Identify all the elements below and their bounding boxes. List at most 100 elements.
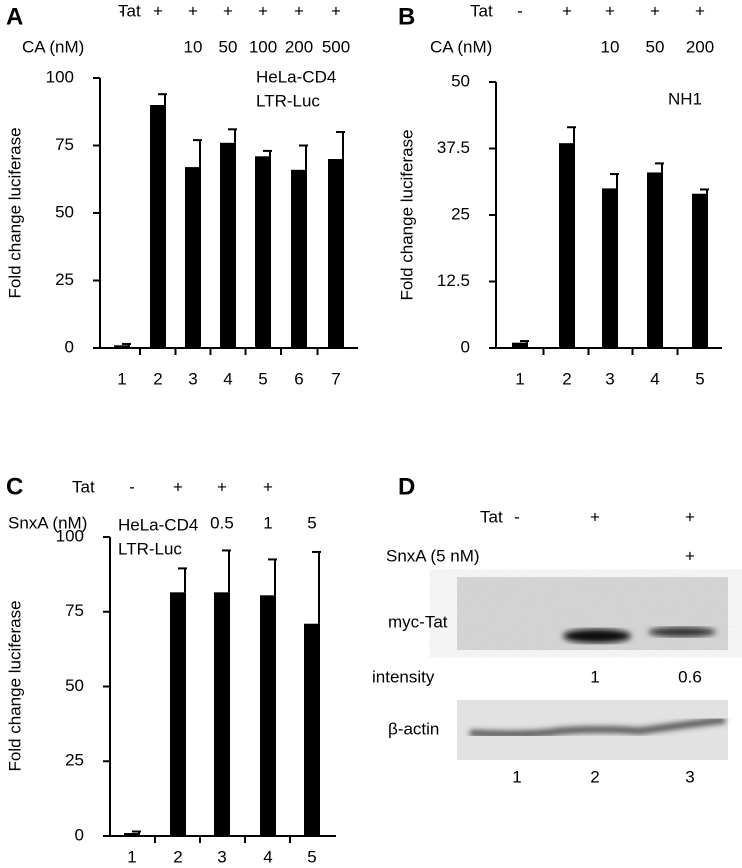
- x-tick-label: 7: [331, 369, 340, 388]
- bar: [647, 172, 663, 348]
- x-tick-label: 5: [258, 369, 267, 388]
- row-value: +: [188, 1, 198, 20]
- bar: [170, 592, 186, 836]
- bar: [328, 159, 344, 348]
- row-value: 100: [249, 37, 277, 56]
- panel-letter: A: [6, 3, 23, 30]
- y-tick-label: 0: [75, 825, 84, 844]
- bar: [220, 142, 236, 348]
- row-label: Tat: [118, 1, 141, 20]
- x-tick-label: 4: [650, 369, 659, 388]
- y-axis-label: Fold change luciferase: [5, 127, 24, 298]
- intensity-label: intensity: [372, 667, 435, 686]
- x-tick-label: 5: [695, 369, 704, 388]
- annotation: LTR-Luc: [118, 539, 182, 558]
- blot-band: [563, 629, 631, 643]
- x-tick-label: 2: [173, 847, 182, 866]
- annotation: HeLa-CD4: [118, 515, 198, 534]
- y-tick-label: 25: [65, 751, 84, 770]
- annotation: HeLa-CD4: [256, 67, 336, 86]
- bar: [559, 143, 575, 348]
- row-label: Tat: [480, 507, 503, 526]
- y-tick-label: 100: [46, 67, 74, 86]
- lane-label: 1: [512, 767, 521, 786]
- x-tick-label: 2: [562, 369, 571, 388]
- x-tick-label: 1: [127, 847, 136, 866]
- intensity-value: 0.6: [678, 667, 702, 686]
- row-label: Tat: [72, 477, 95, 496]
- row-value: 0.5: [210, 513, 234, 532]
- row-value: 200: [686, 37, 714, 56]
- bar: [291, 169, 307, 348]
- y-axis-label: Fold change luciferase: [5, 600, 24, 771]
- x-tick-label: 3: [188, 369, 197, 388]
- x-tick-label: 3: [217, 847, 226, 866]
- x-tick-label: 2: [153, 369, 162, 388]
- row-value: 200: [285, 37, 313, 56]
- row-value: +: [590, 507, 600, 526]
- annotation: NH1: [668, 89, 702, 108]
- y-tick-label: 50: [65, 676, 84, 695]
- bar: [124, 833, 140, 836]
- row-value: +: [685, 507, 695, 526]
- row-value: 50: [646, 37, 665, 56]
- y-tick-label: 12.5: [437, 271, 470, 290]
- y-tick-label: 75: [55, 135, 74, 154]
- panel-letter: B: [398, 3, 415, 30]
- row-value: +: [695, 1, 705, 20]
- row-value: -: [119, 1, 125, 20]
- row-value: +: [173, 477, 183, 496]
- bar: [512, 342, 528, 348]
- y-tick-label: 37.5: [437, 138, 470, 157]
- blot-band: [469, 717, 726, 738]
- row-value: +: [331, 1, 341, 20]
- loading-label: β-actin: [388, 719, 439, 738]
- bar: [214, 592, 230, 836]
- bar: [260, 595, 276, 836]
- bar: [114, 345, 130, 348]
- y-tick-label: 50: [451, 71, 470, 90]
- bar: [692, 193, 708, 348]
- blot-band: [648, 627, 716, 637]
- y-axis-label: Fold change luciferase: [397, 129, 416, 300]
- x-tick-label: 1: [515, 369, 524, 388]
- bar: [304, 623, 320, 836]
- y-tick-label: 100: [56, 526, 84, 545]
- row-label: SnxA (5 nM): [386, 546, 480, 565]
- y-tick-label: 25: [451, 204, 470, 223]
- row-value: +: [294, 1, 304, 20]
- row-value: +: [263, 477, 273, 496]
- bar: [185, 167, 201, 348]
- row-label: CA (nM): [430, 37, 492, 56]
- bar: [255, 156, 271, 348]
- row-value: -: [129, 477, 135, 496]
- panel-letter: D: [398, 473, 415, 500]
- bar: [150, 105, 166, 348]
- y-tick-label: 0: [461, 337, 470, 356]
- y-tick-label: 75: [65, 601, 84, 620]
- annotation: LTR-Luc: [256, 91, 320, 110]
- intensity-value: 1: [590, 667, 599, 686]
- y-tick-label: 0: [65, 337, 74, 356]
- y-tick-label: 25: [55, 270, 74, 289]
- band-label: myc-Tat: [388, 612, 448, 631]
- row-value: +: [650, 1, 660, 20]
- row-value: 10: [184, 37, 203, 56]
- row-value: -: [514, 507, 520, 526]
- lane-label: 2: [590, 767, 599, 786]
- row-value: 1: [263, 513, 272, 532]
- row-label: SnxA (nM): [8, 513, 87, 532]
- x-tick-label: 1: [117, 369, 126, 388]
- row-label: Tat: [470, 1, 493, 20]
- x-tick-label: 3: [605, 369, 614, 388]
- row-value: +: [605, 1, 615, 20]
- row-value: -: [517, 1, 523, 20]
- row-value: +: [562, 1, 572, 20]
- lane-label: 3: [685, 767, 694, 786]
- row-value: +: [153, 1, 163, 20]
- x-tick-label: 4: [263, 847, 272, 866]
- row-value: +: [223, 1, 233, 20]
- row-value: +: [685, 546, 695, 565]
- panel-letter: C: [6, 473, 23, 500]
